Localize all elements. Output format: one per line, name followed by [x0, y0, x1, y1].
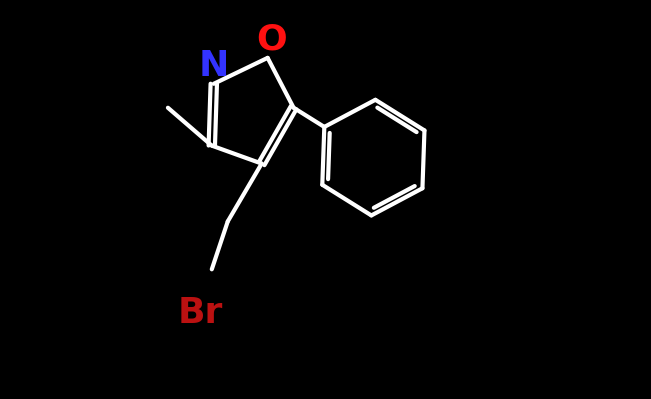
- Text: O: O: [256, 23, 287, 57]
- Text: Br: Br: [177, 296, 223, 330]
- Text: N: N: [199, 49, 229, 83]
